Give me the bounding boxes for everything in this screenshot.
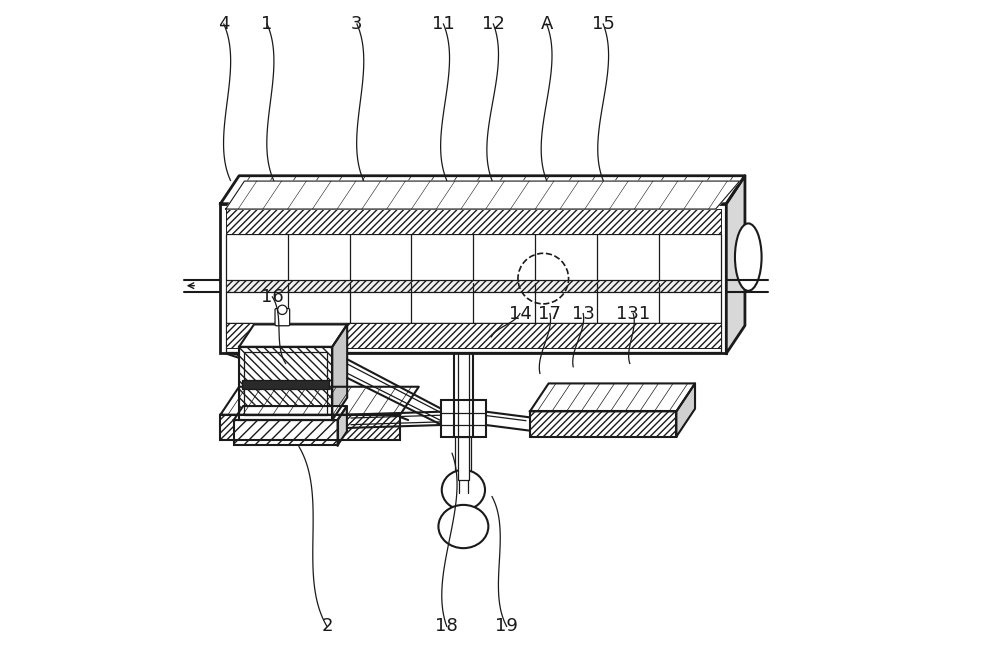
Bar (220, 415, 400, 440)
Text: 15: 15 (592, 15, 615, 33)
Bar (458, 437, 469, 480)
Bar (530, 412, 676, 437)
FancyBboxPatch shape (275, 308, 290, 325)
Polygon shape (239, 324, 347, 347)
Text: 3: 3 (351, 15, 363, 33)
Polygon shape (347, 360, 441, 424)
Bar (226, 323, 721, 348)
Bar (220, 415, 400, 440)
Polygon shape (234, 406, 347, 420)
Bar (530, 412, 676, 437)
Polygon shape (226, 181, 740, 209)
Text: 4: 4 (218, 15, 230, 33)
Bar (239, 347, 332, 420)
Text: 2: 2 (321, 618, 333, 636)
Polygon shape (530, 384, 695, 412)
Bar (239, 347, 332, 420)
Bar (234, 420, 338, 446)
Bar (226, 279, 721, 291)
Ellipse shape (442, 470, 485, 510)
Text: 131: 131 (616, 305, 650, 323)
Polygon shape (676, 384, 695, 437)
Ellipse shape (735, 223, 762, 291)
Polygon shape (338, 406, 347, 446)
Text: 1: 1 (261, 15, 273, 33)
Text: 17: 17 (538, 305, 561, 323)
Text: 11: 11 (432, 15, 455, 33)
Text: A: A (540, 15, 553, 33)
Bar (441, 400, 486, 437)
Bar (242, 380, 329, 390)
Bar (226, 234, 721, 323)
Bar (226, 209, 721, 234)
Text: 13: 13 (572, 305, 595, 323)
Polygon shape (220, 387, 419, 415)
Polygon shape (332, 324, 347, 420)
Text: 18: 18 (435, 618, 458, 636)
Circle shape (278, 305, 287, 314)
Text: 12: 12 (482, 15, 505, 33)
Text: 16: 16 (261, 288, 284, 306)
Ellipse shape (438, 505, 488, 548)
Text: 14: 14 (509, 305, 531, 323)
Text: 19: 19 (495, 618, 518, 636)
Bar (226, 323, 721, 352)
Polygon shape (220, 175, 745, 203)
Bar (244, 352, 327, 415)
Polygon shape (726, 175, 745, 354)
Bar (234, 420, 338, 446)
Bar (220, 203, 726, 354)
